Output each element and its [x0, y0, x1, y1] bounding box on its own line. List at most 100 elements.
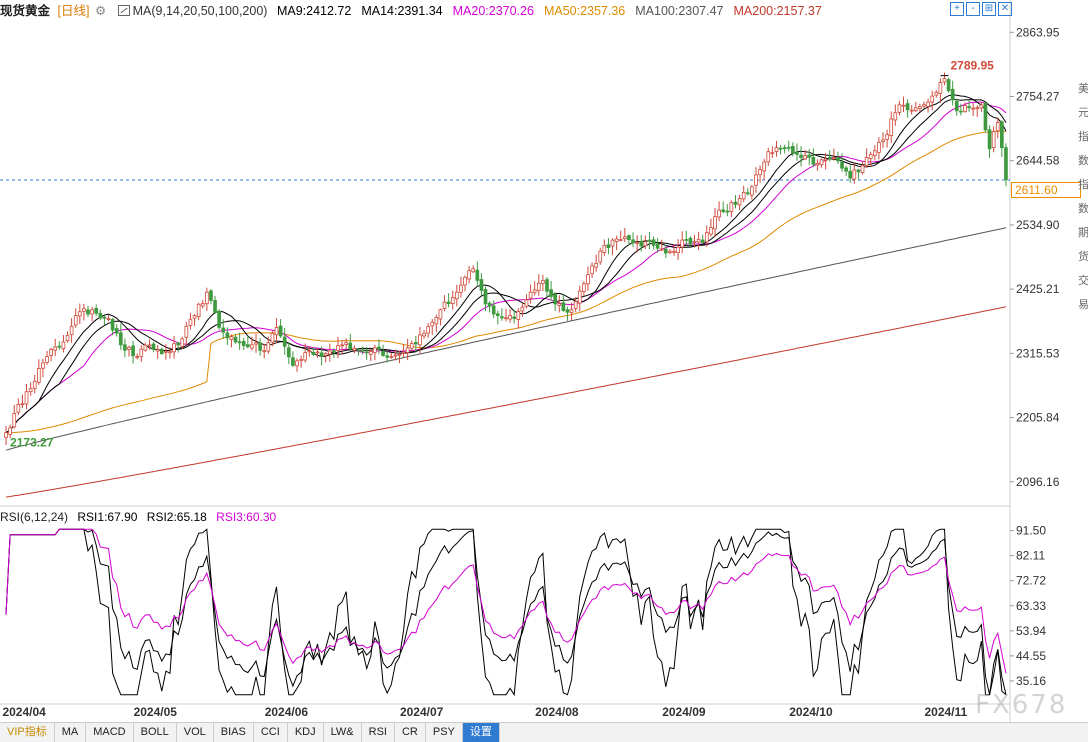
- candle-body: [192, 315, 197, 319]
- candle-body: [282, 336, 287, 347]
- candle-body: [286, 347, 291, 358]
- window-tool-1[interactable]: -: [966, 2, 980, 16]
- candle-body: [823, 158, 828, 161]
- tab-8[interactable]: LW&: [324, 723, 362, 742]
- tab-4[interactable]: VOL: [177, 723, 214, 742]
- candle: [897, 100, 902, 116]
- ma-params: MA(9,14,20,50,100,200): [132, 4, 268, 18]
- candle-body: [69, 325, 74, 336]
- tab-7[interactable]: KDJ: [288, 723, 324, 742]
- candle: [672, 244, 676, 256]
- candle-body: [893, 112, 898, 121]
- candle-body: [872, 150, 877, 156]
- candle-body: [114, 328, 119, 334]
- candle: [307, 346, 312, 357]
- candle: [909, 104, 914, 115]
- candle: [741, 185, 746, 203]
- candle: [172, 335, 176, 359]
- candle-body: [426, 326, 430, 334]
- candle: [635, 235, 639, 253]
- date-label: 2024/09: [662, 705, 706, 719]
- period-label[interactable]: [日线]: [57, 4, 90, 18]
- window-tools: + - ⊞ ✕: [950, 2, 1012, 18]
- candle-body: [12, 413, 17, 428]
- tab-9[interactable]: RSI: [362, 723, 395, 742]
- tab-1[interactable]: MA: [55, 723, 87, 742]
- low-label: 2173.27: [10, 436, 54, 450]
- candle: [491, 300, 496, 318]
- candle-body: [963, 105, 967, 112]
- candle: [598, 247, 603, 265]
- candle-body: [245, 344, 250, 348]
- candle-body: [53, 346, 58, 351]
- candle-body: [688, 237, 693, 245]
- candle: [303, 343, 308, 363]
- candle: [717, 201, 721, 222]
- candle: [110, 317, 115, 336]
- candle: [336, 336, 340, 359]
- candle: [467, 265, 471, 284]
- candle: [549, 281, 553, 301]
- candle-body: [528, 291, 533, 299]
- tab-0[interactable]: VIP指标: [0, 723, 55, 742]
- candle-body: [975, 107, 980, 110]
- candle-body: [885, 134, 889, 140]
- candle-body: [463, 276, 467, 286]
- ma-value-1: MA14:2391.34: [361, 4, 443, 18]
- tab-10[interactable]: CR: [395, 723, 426, 742]
- candle-body: [856, 169, 861, 173]
- candle-body: [729, 202, 734, 213]
- candle-body: [442, 301, 447, 309]
- candle: [147, 339, 152, 350]
- candle: [200, 299, 205, 309]
- candle-body: [782, 147, 787, 150]
- candle-body: [717, 209, 721, 218]
- candle-body: [901, 104, 906, 107]
- candle-body: [28, 388, 33, 393]
- candle: [118, 323, 123, 350]
- candle-body: [422, 332, 426, 337]
- candle: [205, 287, 209, 311]
- candle-body: [635, 242, 639, 244]
- candle: [877, 137, 881, 160]
- candle-body: [651, 239, 656, 246]
- candle-body: [401, 351, 406, 354]
- tab-3[interactable]: BOLL: [134, 723, 177, 742]
- right-edge-char: 美: [1078, 83, 1088, 95]
- candle: [582, 281, 586, 297]
- candle-body: [24, 391, 29, 405]
- candle: [942, 72, 947, 86]
- candle: [479, 273, 484, 296]
- tab-5[interactable]: BIAS: [214, 723, 254, 742]
- tab-6[interactable]: CCI: [254, 723, 288, 742]
- candle: [323, 352, 328, 363]
- candle: [663, 245, 668, 258]
- candle-body: [811, 156, 816, 165]
- candle: [8, 424, 12, 439]
- tab-11[interactable]: PSY: [426, 723, 463, 742]
- candle: [414, 335, 418, 352]
- date-label: 2024/04: [2, 705, 46, 719]
- window-tool-0[interactable]: +: [950, 2, 964, 16]
- tab-2[interactable]: MACD: [86, 723, 134, 742]
- candle: [225, 327, 230, 345]
- candle: [770, 146, 775, 159]
- candle-body: [942, 78, 947, 83]
- candle-body: [147, 344, 152, 347]
- candle: [278, 318, 283, 338]
- price-tick-label: 2315.53: [1016, 346, 1060, 360]
- candle-body: [217, 310, 221, 328]
- candle-body: [118, 332, 123, 346]
- candle-body: [315, 351, 320, 354]
- rsi1-value: RSI1:67.90: [77, 510, 138, 524]
- candle: [4, 426, 8, 445]
- window-tool-2[interactable]: ⊞: [982, 2, 996, 16]
- candle-body: [819, 159, 824, 166]
- candle: [528, 284, 533, 304]
- window-tool-3[interactable]: ✕: [998, 2, 1012, 16]
- candle-body: [332, 350, 336, 353]
- candle: [114, 324, 119, 337]
- tab-12[interactable]: 设置: [462, 723, 500, 742]
- candle-body: [82, 308, 86, 312]
- gear-icon[interactable]: ⚙: [94, 4, 107, 18]
